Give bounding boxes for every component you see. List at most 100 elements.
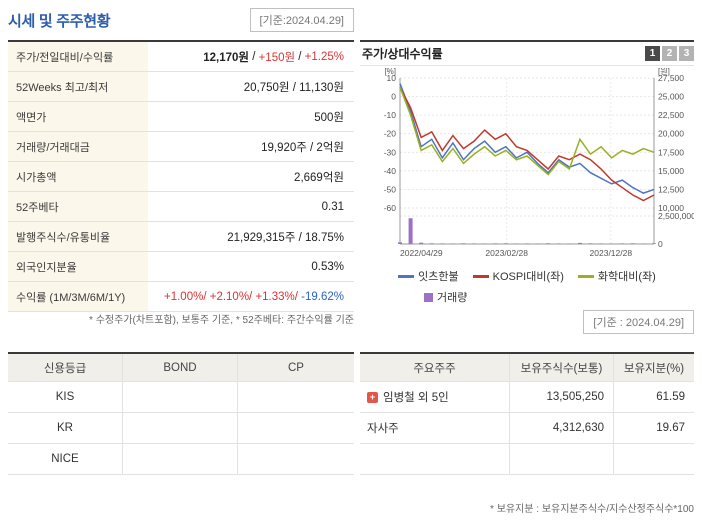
series-line xyxy=(399,87,655,176)
legend-label: 잇츠한불 xyxy=(418,271,459,283)
volume-bar xyxy=(493,243,498,244)
left-axis-unit: [%] xyxy=(384,68,396,76)
right-axis-tick: 17,500 xyxy=(658,147,684,157)
value-segment: 2,669억원 xyxy=(294,171,344,184)
credit-rating-table: 신용등급 BOND CP KIS KR NICE xyxy=(8,352,354,475)
volume-bar xyxy=(652,243,656,244)
chart-page-button-2[interactable]: 2 xyxy=(662,46,677,61)
volume-bar xyxy=(461,243,466,244)
volume-bar xyxy=(577,242,582,244)
quote-row-value: +1.00%/ +2.10%/ +1.33%/ -19.62% xyxy=(148,282,354,311)
shareholder-name-text: 자사주 xyxy=(367,423,399,435)
quote-row-label: 52Weeks 최고/최저 xyxy=(8,72,148,101)
volume-bar xyxy=(630,243,635,244)
credit-cell: KIS xyxy=(8,382,123,412)
page-header: 시세 및 주주현황 [기준:2024.04.29] xyxy=(8,8,354,32)
shareholder-ratio: 19.67 xyxy=(656,422,685,434)
value-segment: 0.53% xyxy=(311,260,344,273)
right-axis-tick: 15,000 xyxy=(658,166,684,176)
shareholder-ratio xyxy=(614,444,694,474)
volume-bar xyxy=(609,243,614,244)
legend-label: 거래량 xyxy=(437,292,468,304)
quote-row-value: 21,929,315주 / 18.75% xyxy=(148,222,354,251)
left-axis-tick: -50 xyxy=(384,184,397,194)
value-segment: -19.62% xyxy=(297,290,344,303)
quote-row: 외국인지분율 0.53% xyxy=(8,252,354,282)
shareholder-table-header: 주요주주 보유주식수(보통) 보유지분(%) xyxy=(360,354,694,382)
shareholder-row: 자사주 4,312,630 19.67 xyxy=(360,413,694,444)
chart-title: 주가/상대수익률 xyxy=(362,47,443,61)
quote-row: 52주베타 0.31 xyxy=(8,192,354,222)
value-segment: 21,929,315주 / 18.75% xyxy=(227,231,344,244)
quote-row-value: 0.53% xyxy=(148,252,354,281)
shareholder-ratio: 61.59 xyxy=(656,391,685,403)
x-axis-tick: 2023/02/28 xyxy=(485,248,528,258)
value-segment: / xyxy=(249,50,259,63)
credit-table-body: KIS KR NICE xyxy=(8,382,354,475)
value-segment: 19,920주 / 2억원 xyxy=(261,141,344,154)
volume-bar xyxy=(546,243,551,244)
value-segment: 500원 xyxy=(314,111,344,124)
legend-item: 화학대비(좌) xyxy=(577,268,656,284)
quote-row-label: 액면가 xyxy=(8,102,148,131)
left-axis-tick: -40 xyxy=(384,166,397,176)
value-segment: +150원 xyxy=(258,51,296,64)
shareholder-row xyxy=(360,444,694,475)
value-segment: +2.10%/ xyxy=(206,290,253,303)
credit-cell xyxy=(123,413,238,443)
quote-row: 시가총액 2,669억원 xyxy=(8,162,354,192)
credit-cell xyxy=(238,382,354,412)
left-axis-tick: -30 xyxy=(384,147,397,157)
credit-table-header: 신용등급 BOND CP xyxy=(8,354,354,382)
chart-date-badge: [기준 : 2024.04.29] xyxy=(583,310,694,334)
shareholder-table-body: + 임병철 외 5인 13,505,250 61.59 자사주 4,312,630 19.6… xyxy=(360,382,694,475)
credit-cell: NICE xyxy=(8,444,123,474)
value-segment: 12,170원 xyxy=(203,51,249,64)
credit-cell xyxy=(123,444,238,474)
quote-row: 발행주식수/유통비율 21,929,315주 / 18.75% xyxy=(8,222,354,252)
page-title: 시세 및 주주현황 xyxy=(8,12,111,30)
volume-bar xyxy=(472,243,477,244)
shareholder-name-text xyxy=(367,453,370,465)
credit-cell xyxy=(238,413,354,443)
volume-bar xyxy=(567,243,572,244)
legend-item: 거래량 xyxy=(424,289,467,305)
value-segment: / xyxy=(295,50,305,63)
credit-row: KIS xyxy=(8,382,354,413)
value-segment: +1.25% xyxy=(304,50,344,63)
shareholder-header-shares: 보유주식수(보통) xyxy=(510,354,614,381)
legend-square-marker xyxy=(424,292,433,302)
volume-bar xyxy=(398,242,402,244)
chart-page-button-1[interactable]: 1 xyxy=(645,46,660,61)
right-axis-tick: 10,000 xyxy=(658,203,684,213)
volume-bar xyxy=(429,243,434,244)
volume-bar xyxy=(514,243,519,244)
volume-bar xyxy=(450,243,455,244)
legend-line-marker xyxy=(398,274,415,278)
volume-bar xyxy=(556,243,561,244)
chart-page-button-3[interactable]: 3 xyxy=(679,46,694,61)
quote-row-value: 0.31 xyxy=(148,192,354,221)
legend-row-series: 잇츠한불 KOSPI대비(좌) 화학대비(좌) xyxy=(360,268,694,284)
quote-row-value: 12,170원 / +150원 / +1.25% xyxy=(148,42,354,71)
date-badge: [기준:2024.04.29] xyxy=(249,8,354,32)
quote-row: 액면가 500원 xyxy=(8,102,354,132)
shareholder-shares: 4,312,630 xyxy=(510,413,614,443)
legend-row-volume: 거래량 xyxy=(360,289,694,305)
right-axis-tick: 25,000 xyxy=(658,92,684,102)
shareholder-header-ratio: 보유지분(%) xyxy=(614,354,694,381)
plus-icon: + xyxy=(367,391,378,403)
shareholder-shares: 13,505,250 xyxy=(510,382,614,412)
shareholder-footnote: * 보유지분 : 보유지분주식수/지수산정주식수*100 xyxy=(490,504,694,515)
chart-legend: 잇츠한불 KOSPI대비(좌) 화학대비(좌) 거래량 xyxy=(360,268,694,310)
quote-row-value: 500원 xyxy=(148,102,354,131)
shareholder-name xyxy=(360,444,510,474)
left-axis-tick: 10 xyxy=(387,73,397,83)
volume-bar xyxy=(419,242,424,244)
quote-row-value: 20,750원 / 11,130원 xyxy=(148,72,354,101)
left-axis-tick: -60 xyxy=(384,203,397,213)
x-axis-tick: 2023/12/28 xyxy=(590,248,633,258)
volume-bar xyxy=(440,243,445,244)
